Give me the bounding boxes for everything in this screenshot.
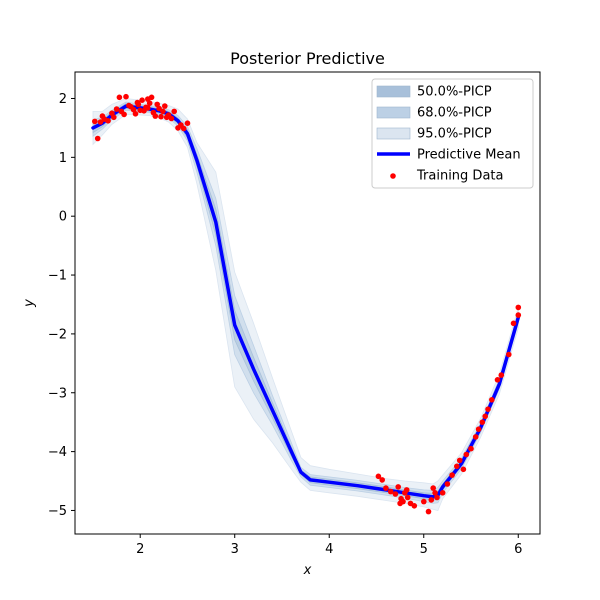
- training-point: [171, 108, 177, 115]
- training-point: [146, 100, 153, 106]
- training-point: [184, 120, 191, 126]
- training-point: [139, 97, 145, 103]
- training-point: [383, 485, 389, 491]
- training-point: [94, 135, 101, 142]
- training-point: [132, 111, 139, 117]
- x-tick-label: 5: [420, 542, 428, 557]
- y-tick-label: 1: [59, 151, 67, 166]
- training-point: [403, 487, 410, 493]
- training-point: [506, 351, 512, 358]
- training-point: [392, 491, 399, 497]
- y-tick-label: −3: [48, 386, 67, 401]
- training-point: [92, 118, 98, 125]
- training-point: [162, 103, 168, 109]
- training-point: [375, 473, 382, 480]
- training-point: [99, 113, 106, 119]
- training-point: [379, 477, 386, 483]
- training-point: [111, 114, 117, 121]
- training-point: [432, 490, 438, 496]
- legend-swatch-training-data: [390, 173, 396, 179]
- legend-label-training-data: Training Data: [416, 169, 503, 184]
- training-point: [425, 508, 432, 515]
- legend-label-95-0-picp: 95.0%-PICP: [417, 127, 492, 142]
- y-tick-label: 2: [59, 92, 67, 107]
- training-point: [468, 445, 474, 452]
- training-point: [454, 463, 460, 470]
- legend: 50.0%-PICP 68.0%-PICP 95.0%-PICP Predictive…: [371, 78, 534, 189]
- training-point: [444, 481, 451, 487]
- legend-label-68-0-picp: 68.0%-PICP: [417, 106, 492, 121]
- training-point: [421, 498, 427, 505]
- training-point: [428, 497, 435, 503]
- training-point: [463, 451, 470, 458]
- training-point: [479, 419, 486, 426]
- y-tick-label: 0: [59, 210, 67, 225]
- training-point: [121, 111, 127, 118]
- x-tick-label: 3: [231, 542, 239, 557]
- training-point: [387, 488, 394, 495]
- training-point: [135, 101, 142, 108]
- y-tick-label: −4: [48, 445, 67, 460]
- y-axis-ticks: −5 −4 −3 −2 −1 0 1 2: [48, 92, 75, 519]
- training-point: [411, 503, 418, 509]
- training-point: [472, 434, 479, 440]
- training-point: [430, 485, 437, 491]
- training-point: [485, 406, 491, 413]
- training-point: [158, 113, 164, 120]
- training-point: [156, 105, 162, 112]
- training-point: [97, 119, 104, 125]
- x-tick-label: 6: [514, 542, 522, 557]
- training-point: [145, 105, 151, 111]
- training-point: [449, 472, 455, 478]
- x-tick-label: 4: [325, 542, 333, 557]
- training-point: [168, 115, 175, 122]
- training-point: [460, 466, 467, 473]
- y-tick-label: −2: [48, 327, 67, 342]
- x-axis-ticks: 2 3 4 5 6: [136, 534, 522, 557]
- training-point: [515, 312, 522, 318]
- x-axis-label: x: [303, 563, 312, 578]
- legend-swatch-95-0-picp: [376, 127, 411, 140]
- y-tick-label: −1: [48, 269, 67, 284]
- training-point: [160, 108, 166, 115]
- training-point: [439, 490, 446, 496]
- legend-swatch-68-0-picp: [376, 106, 411, 119]
- chart-title: Posterior Predictive: [230, 49, 385, 68]
- training-point: [515, 304, 522, 311]
- legend-box: [371, 78, 534, 189]
- training-point: [404, 494, 411, 501]
- training-point: [395, 484, 402, 490]
- training-point: [105, 118, 111, 124]
- band-95-0-picp: [92, 98, 519, 511]
- x-tick-label: 2: [136, 542, 144, 557]
- training-point: [482, 413, 489, 420]
- legend-label-predictive-mean: Predictive Mean: [417, 148, 521, 163]
- training-point: [510, 320, 517, 327]
- training-point: [113, 106, 120, 112]
- training-point: [123, 93, 129, 100]
- training-point: [489, 397, 495, 403]
- training-point: [152, 113, 159, 119]
- legend-label-50-0-picp: 50.0%-PICP: [417, 85, 492, 100]
- plot-frame: [74, 71, 541, 535]
- legend-swatch-50-0-picp: [376, 85, 411, 98]
- training-data-layer: [92, 93, 522, 515]
- training-point: [456, 457, 463, 464]
- training-point: [116, 94, 123, 101]
- training-point: [180, 125, 187, 132]
- y-axis-label: y: [22, 299, 37, 308]
- training-point: [397, 500, 403, 507]
- training-point: [148, 94, 155, 101]
- y-tick-label: −5: [48, 504, 67, 519]
- training-point: [498, 372, 505, 378]
- training-point: [475, 426, 482, 433]
- training-point: [434, 494, 440, 501]
- training-point: [494, 377, 501, 383]
